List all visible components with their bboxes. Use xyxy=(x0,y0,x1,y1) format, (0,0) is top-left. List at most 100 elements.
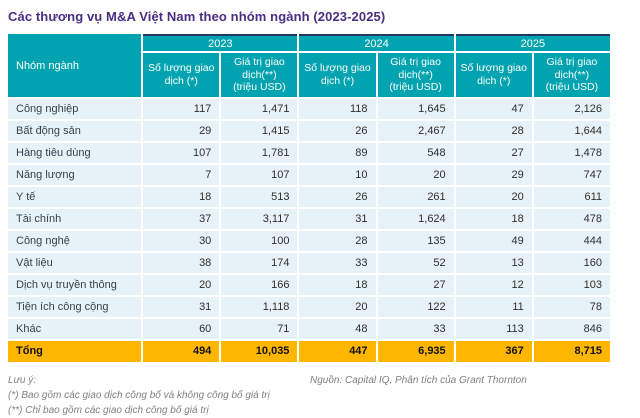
total-label: Tổng xyxy=(8,341,142,362)
cell-2023-deals: 60 xyxy=(143,319,220,339)
cell-2023-deals: 20 xyxy=(143,275,220,295)
table-row: Năng lượng 7 107 10 20 29 747 xyxy=(8,165,610,185)
cell-2023-value: 1,471 xyxy=(221,99,298,119)
cell-2023-deals: 117 xyxy=(143,99,220,119)
year-header-row: Nhóm ngành 2023 2024 2025 xyxy=(8,34,610,97)
cell-2025-value: 611 xyxy=(533,187,610,207)
row-label: Năng lượng xyxy=(8,165,142,185)
page-title: Các thương vụ M&A Việt Nam theo nhóm ngà… xyxy=(8,9,386,24)
subheader-2024-deal-count: Số lượng giao dịch (*) xyxy=(299,53,376,97)
cell-2025-deals: 18 xyxy=(455,209,532,229)
total-2024-deals: 447 xyxy=(299,341,376,362)
cell-2024-deals: 31 xyxy=(299,209,376,229)
total-2025-deals: 367 xyxy=(455,341,532,362)
cell-2024-value: 548 xyxy=(377,143,454,163)
subheader-2023-deal-count: Số lượng giao dịch (*) xyxy=(143,53,220,97)
table-row: Y tế 18 513 26 261 20 611 xyxy=(8,187,610,207)
row-label: Hàng tiêu dùng xyxy=(8,143,142,163)
cell-2025-value: 444 xyxy=(533,231,610,251)
cell-2023-deals: 7 xyxy=(143,165,220,185)
row-label: Tiện ích công cộng xyxy=(8,297,142,317)
cell-2023-value: 166 xyxy=(221,275,298,295)
cell-2024-deals: 118 xyxy=(299,99,376,119)
footnotes-label: Lưu ý: xyxy=(8,375,37,386)
column-header-industry: Nhóm ngành xyxy=(8,34,142,97)
cell-2023-value: 71 xyxy=(221,319,298,339)
cell-2025-value: 747 xyxy=(533,165,610,185)
footnotes: Lưu ý: (*) Bao gồm các giao dịch công bố… xyxy=(8,373,310,418)
cell-2024-deals: 48 xyxy=(299,319,376,339)
cell-2025-deals: 13 xyxy=(455,253,532,273)
cell-2023-deals: 107 xyxy=(143,143,220,163)
table-row: Công nghệ 30 100 28 135 49 444 xyxy=(8,231,610,251)
row-label: Khác xyxy=(8,319,142,339)
year-header-2023: 2023 xyxy=(143,34,298,51)
cell-2024-value: 261 xyxy=(377,187,454,207)
cell-2023-value: 1,118 xyxy=(221,297,298,317)
cell-2024-value: 2,467 xyxy=(377,121,454,141)
cell-2025-value: 103 xyxy=(533,275,610,295)
cell-2024-deals: 20 xyxy=(299,297,376,317)
subheader-2023-deal-value: Giá trị giao dịch(**) (triệu USD) xyxy=(221,53,298,97)
subheader-2024-deal-value: Giá trị giao dịch(**) (triệu USD) xyxy=(377,53,454,97)
cell-2024-deals: 33 xyxy=(299,253,376,273)
table-row: Vật liệu 38 174 33 52 13 160 xyxy=(8,253,610,273)
row-label: Tài chính xyxy=(8,209,142,229)
cell-2024-value: 20 xyxy=(377,165,454,185)
cell-2023-deals: 30 xyxy=(143,231,220,251)
cell-2023-value: 3,117 xyxy=(221,209,298,229)
cell-2023-value: 174 xyxy=(221,253,298,273)
cell-2025-value: 1,644 xyxy=(533,121,610,141)
cell-2025-deals: 113 xyxy=(455,319,532,339)
cell-2024-deals: 26 xyxy=(299,187,376,207)
total-2023-value: 10,035 xyxy=(221,341,298,362)
total-2024-value: 6,935 xyxy=(377,341,454,362)
row-label: Bất động sản xyxy=(8,121,142,141)
cell-2024-value: 1,645 xyxy=(377,99,454,119)
source-note: Nguồn: Capital IQ, Phân tích của Grant T… xyxy=(310,375,527,386)
cell-2024-deals: 10 xyxy=(299,165,376,185)
table-row: Khác 60 71 48 33 113 846 xyxy=(8,319,610,339)
cell-2025-value: 2,126 xyxy=(533,99,610,119)
cell-2023-deals: 38 xyxy=(143,253,220,273)
cell-2023-value: 1,781 xyxy=(221,143,298,163)
total-2023-deals: 494 xyxy=(143,341,220,362)
total-row: Tổng 494 10,035 447 6,935 367 8,715 xyxy=(8,341,610,362)
cell-2025-value: 160 xyxy=(533,253,610,273)
cell-2025-deals: 28 xyxy=(455,121,532,141)
cell-2023-value: 107 xyxy=(221,165,298,185)
cell-2025-value: 78 xyxy=(533,297,610,317)
cell-2023-deals: 31 xyxy=(143,297,220,317)
ma-deals-table: Nhóm ngành 2023 2024 2025 Số lượng giao … xyxy=(6,32,612,364)
subheader-2025-deal-value: Giá trị giao dịch(**) (triệu USD) xyxy=(533,53,610,97)
cell-2024-value: 1,624 xyxy=(377,209,454,229)
cell-2023-deals: 29 xyxy=(143,121,220,141)
cell-2025-value: 846 xyxy=(533,319,610,339)
row-label: Công nghệ xyxy=(8,231,142,251)
cell-2024-deals: 28 xyxy=(299,231,376,251)
subheader-2025-deal-count: Số lượng giao dịch (*) xyxy=(455,53,532,97)
table-row: Hàng tiêu dùng 107 1,781 89 548 27 1,478 xyxy=(8,143,610,163)
row-label: Dịch vụ truyền thông xyxy=(8,275,142,295)
year-header-2024: 2024 xyxy=(299,34,454,51)
figure-footer: Lưu ý: (*) Bao gồm các giao dịch công bố… xyxy=(8,373,632,418)
cell-2023-value: 1,415 xyxy=(221,121,298,141)
cell-2025-deals: 27 xyxy=(455,143,532,163)
footnote-2: (**) Chỉ bao gồm các giao dịch công bố g… xyxy=(8,405,209,416)
cell-2025-deals: 12 xyxy=(455,275,532,295)
table-row: Bất động sản 29 1,415 26 2,467 28 1,644 xyxy=(8,121,610,141)
table-row: Công nghiệp 117 1,471 118 1,645 47 2,126 xyxy=(8,99,610,119)
subheader-row: Số lượng giao dịch (*) Giá trị giao dịch… xyxy=(8,53,610,97)
cell-2025-value: 1,478 xyxy=(533,143,610,163)
cell-2024-deals: 26 xyxy=(299,121,376,141)
total-2025-value: 8,715 xyxy=(533,341,610,362)
cell-2025-deals: 47 xyxy=(455,99,532,119)
row-label: Y tế xyxy=(8,187,142,207)
cell-2024-value: 52 xyxy=(377,253,454,273)
cell-2023-value: 100 xyxy=(221,231,298,251)
table-row: Dịch vụ truyền thông 20 166 18 27 12 103 xyxy=(8,275,610,295)
cell-2025-deals: 20 xyxy=(455,187,532,207)
cell-2024-value: 135 xyxy=(377,231,454,251)
cell-2025-deals: 29 xyxy=(455,165,532,185)
